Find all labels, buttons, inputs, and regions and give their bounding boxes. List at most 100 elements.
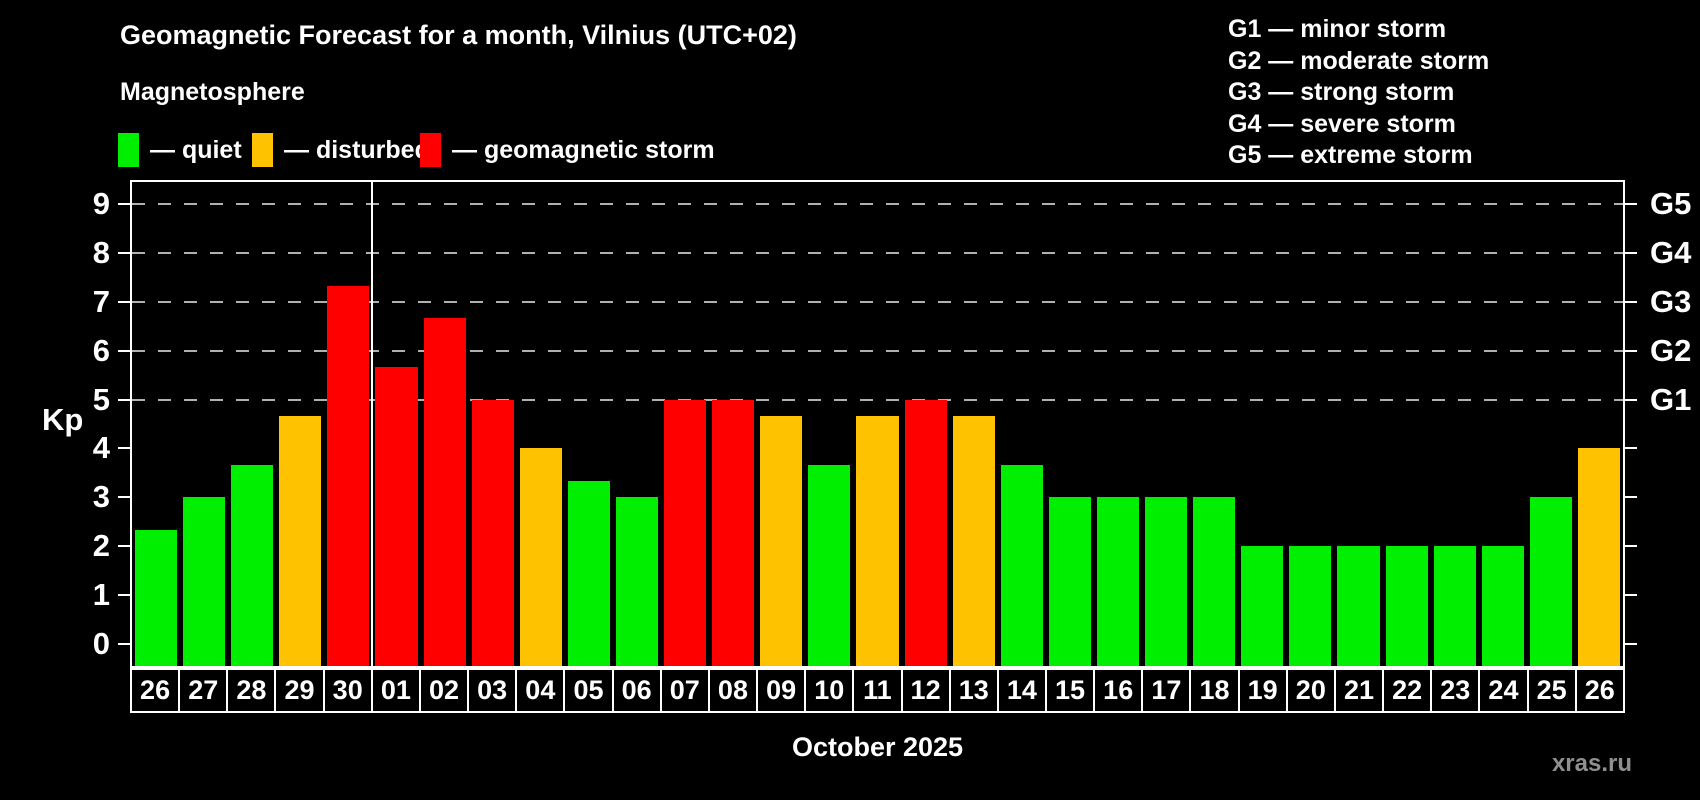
bar-01 (375, 366, 418, 666)
bar-21 (1337, 546, 1380, 666)
month-label: October 2025 (791, 732, 964, 762)
g-axis-tick-7 (1625, 300, 1637, 303)
day-label-11-07: 07 (659, 668, 710, 713)
gridline-5 (132, 398, 1623, 401)
legend-item-storm: — geomagnetic storm (420, 131, 715, 169)
kp-axis-label: Kp (42, 402, 84, 437)
g-axis-label-g3: G3 (1650, 283, 1692, 319)
gridline-6 (132, 349, 1623, 352)
g3-legend-line: G3 — strong storm (1228, 78, 1455, 107)
day-label-2-28: 28 (226, 668, 277, 713)
y-tick-label-6: 6 (92, 332, 110, 368)
day-label-10-06: 06 (611, 668, 662, 713)
day-label-3-29: 29 (274, 668, 325, 713)
day-label-13-09: 09 (756, 668, 807, 713)
magnetosphere-label: Magnetosphere (120, 78, 305, 106)
bar-09 (760, 415, 803, 666)
bar-10 (808, 464, 851, 666)
day-label-21-17: 17 (1141, 668, 1192, 713)
day-label-23-19: 19 (1237, 668, 1288, 713)
bar-15 (1048, 497, 1091, 666)
bar-06 (615, 497, 659, 666)
g-axis-label-g2: G2 (1650, 332, 1692, 368)
y-tick-label-3: 3 (92, 479, 110, 515)
day-label-28-24: 24 (1478, 668, 1529, 713)
y-axis-tick-0 (118, 643, 130, 645)
watermark: xras.ru (1551, 750, 1632, 777)
bar-22 (1385, 546, 1428, 666)
g-axis-tick-1 (1625, 594, 1637, 597)
day-label-9-05: 05 (563, 668, 614, 713)
g-axis-tick-2 (1625, 545, 1637, 548)
disturbed-color-swatch (252, 133, 273, 167)
day-label-15-11: 11 (852, 668, 903, 713)
day-label-14-10: 10 (804, 668, 855, 713)
y-tick-label-7: 7 (92, 283, 110, 319)
y-axis-tick-2 (118, 545, 130, 548)
plot-area (130, 180, 1625, 668)
day-label-12-08: 08 (707, 668, 759, 713)
g5-legend-line: G5 — extreme storm (1228, 141, 1473, 170)
bar-29 (279, 415, 322, 666)
g-axis-tick-9 (1625, 203, 1637, 205)
g-axis-tick-5 (1625, 398, 1637, 401)
day-label-24-20: 20 (1285, 668, 1336, 713)
g4-legend-line: G4 — severe storm (1228, 109, 1456, 138)
y-axis-tick-1 (118, 594, 130, 597)
g-axis-tick-3 (1625, 496, 1637, 499)
g-axis-label-g4: G4 (1650, 234, 1692, 270)
y-tick-label-1: 1 (92, 577, 110, 613)
g-axis-label-g5: G5 (1650, 186, 1692, 221)
storm-color-swatch (420, 133, 441, 167)
bar-13 (952, 415, 995, 666)
legend-storm-label: — geomagnetic storm (452, 135, 715, 164)
g-axis-tick-0 (1625, 643, 1637, 645)
legend-disturbed-label: — disturbed (284, 135, 430, 164)
day-label-5-01: 01 (370, 668, 421, 713)
y-tick-label-4: 4 (92, 430, 110, 466)
day-label-30-26: 26 (1574, 668, 1625, 713)
day-label-0-26: 26 (130, 668, 181, 713)
day-label-19-15: 15 (1044, 668, 1096, 713)
bar-02 (423, 317, 466, 666)
bar-03 (471, 399, 514, 666)
day-label-7-03: 03 (467, 668, 518, 713)
y-axis-tick-3 (118, 496, 130, 499)
g-axis-label-g1: G1 (1650, 381, 1692, 417)
y-axis-tick-6 (118, 349, 130, 352)
quiet-color-swatch (118, 133, 139, 167)
day-label-4-30: 30 (322, 668, 373, 713)
g-scale-legend: G1 — minor storm G2 — moderate storm G3 … (1228, 14, 1489, 172)
gridline-9 (132, 203, 1623, 205)
bar-11 (856, 415, 899, 666)
bar-23 (1433, 546, 1476, 666)
y-tick-label-8: 8 (92, 234, 110, 270)
g-axis-tick-8 (1625, 251, 1637, 254)
bar-12 (904, 399, 947, 666)
legend-quiet-label: — quiet (150, 135, 242, 164)
bar-27 (183, 497, 226, 666)
g1-legend-line: G1 — minor storm (1228, 15, 1447, 43)
bar-30 (327, 285, 370, 666)
page-title: Geomagnetic Forecast for a month, Vilniu… (120, 20, 797, 50)
bar-20 (1289, 546, 1332, 666)
day-label-20-16: 16 (1093, 668, 1144, 713)
day-label-25-21: 21 (1333, 668, 1385, 713)
bar-26 (135, 530, 178, 666)
gridline-7 (132, 300, 1623, 303)
day-label-27-23: 23 (1430, 668, 1481, 713)
x-axis-day-labels: 26 27 28 29 30 01 02 03 04 05 06 07 08 09 10 11 12 13 14 15… (130, 668, 1625, 713)
bar-07 (664, 399, 707, 666)
day-label-29-25: 25 (1526, 668, 1577, 713)
y-tick-label-5: 5 (92, 381, 110, 417)
y-tick-label-0: 0 (92, 626, 110, 661)
day-label-26-22: 22 (1382, 668, 1433, 713)
day-label-16-12: 12 (900, 668, 951, 713)
bar-19 (1241, 546, 1284, 666)
month-separator-line (371, 182, 374, 666)
y-axis-tick-8 (118, 251, 130, 254)
g2-legend-line: G2 — moderate storm (1228, 46, 1490, 75)
day-label-18-14: 14 (996, 668, 1047, 713)
bar-18 (1193, 497, 1236, 666)
